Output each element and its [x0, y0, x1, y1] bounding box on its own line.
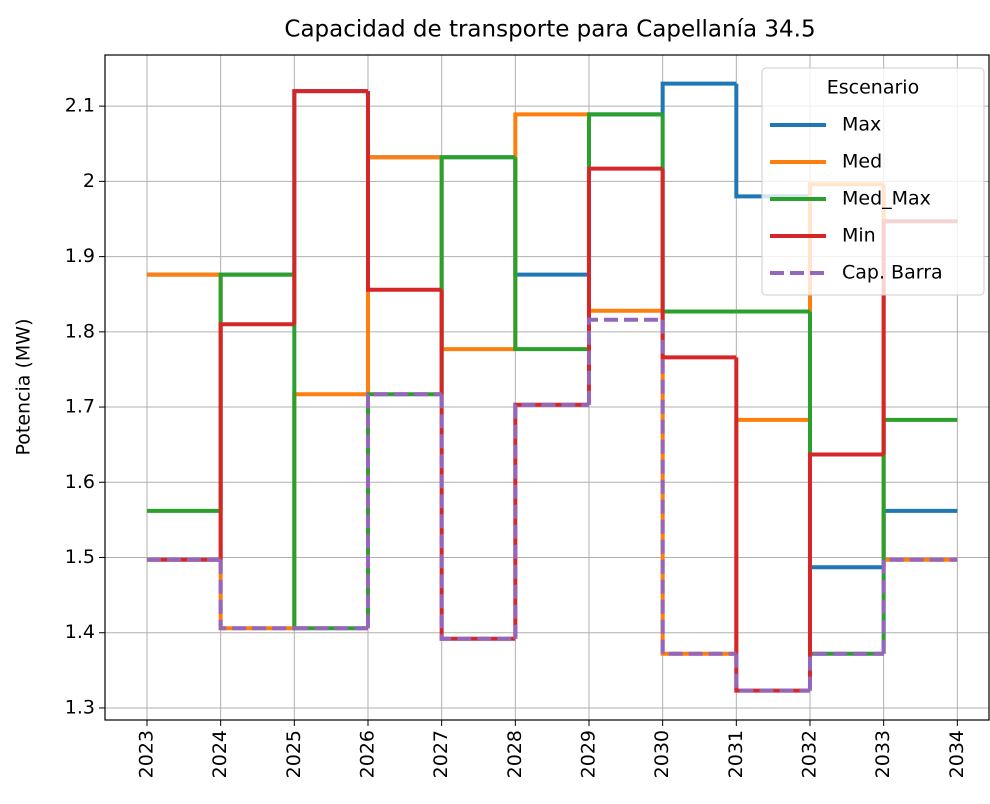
step-segment [807, 651, 884, 691]
step-segment [660, 81, 737, 115]
y-axis-label: Potencia (MW) [13, 319, 35, 456]
chart-title: Capacidad de transporte para Capellanía … [284, 17, 815, 43]
step-segment [513, 402, 589, 639]
y-tick-label: 1.5 [65, 546, 95, 568]
legend-label: Med [842, 151, 882, 173]
step-segment [365, 91, 442, 292]
step-segment [586, 166, 663, 405]
step-segment [365, 155, 442, 395]
step-segment [660, 114, 737, 314]
step-segment [292, 274, 368, 631]
step-segment [881, 557, 958, 654]
x-tick-label: 2028 [504, 730, 526, 778]
y-tick-label: 1.6 [65, 471, 95, 493]
step-segment [365, 392, 442, 629]
legend-title: Escenario [827, 77, 919, 99]
step-segment [218, 322, 295, 560]
y-tick-label: 1.9 [65, 245, 95, 267]
step-segment [292, 89, 368, 275]
step-segment [218, 559, 295, 631]
step-segment [292, 89, 368, 325]
x-tick-label: 2030 [651, 730, 673, 778]
step-segment [734, 653, 810, 693]
y-tick-label: 1.4 [65, 621, 95, 643]
y-tick-label: 1.8 [65, 320, 95, 342]
legend-label: Max [842, 114, 881, 136]
x-tick-label: 2024 [209, 730, 231, 778]
y-tick-label: 2.1 [65, 95, 95, 117]
x-tick-label: 2029 [577, 730, 599, 778]
step-segment [586, 112, 663, 275]
x-tick-label: 2025 [283, 730, 305, 778]
step-segment [439, 394, 516, 641]
step-segment [881, 417, 958, 654]
step-segment [586, 317, 663, 405]
y-tick-label: 2 [83, 170, 95, 192]
step-segment [660, 168, 737, 360]
step-segment [586, 114, 663, 313]
x-tick-label: 2023 [135, 730, 157, 778]
x-tick-label: 2026 [356, 730, 378, 778]
step-segment [439, 289, 516, 641]
step-segment [513, 157, 589, 352]
x-tick-label: 2027 [430, 730, 452, 778]
y-tick-label: 1.7 [65, 396, 95, 418]
x-tick-label: 2032 [798, 730, 820, 778]
step-segment [660, 319, 737, 656]
x-tick-label: 2033 [872, 730, 894, 778]
x-tick-label: 2034 [946, 730, 968, 778]
step-segment [586, 112, 663, 350]
legend-label: Min [842, 225, 876, 247]
step-segment [807, 452, 884, 691]
step-segment [365, 91, 442, 160]
step-segment [218, 272, 295, 511]
legend-label: Cap. Barra [842, 262, 943, 284]
step-segment [439, 157, 516, 352]
step-segment [365, 392, 442, 629]
step-segment [218, 274, 295, 631]
plot-frame [104, 54, 990, 721]
y-tick-label: 1.3 [65, 696, 95, 718]
step-segment [292, 392, 368, 629]
step-segment [439, 155, 516, 395]
x-tick-label: 2031 [725, 730, 747, 778]
legend-label: Med_Max [842, 188, 931, 210]
step-segment [734, 417, 810, 654]
step-segment [513, 112, 589, 350]
step-segment [513, 402, 589, 639]
